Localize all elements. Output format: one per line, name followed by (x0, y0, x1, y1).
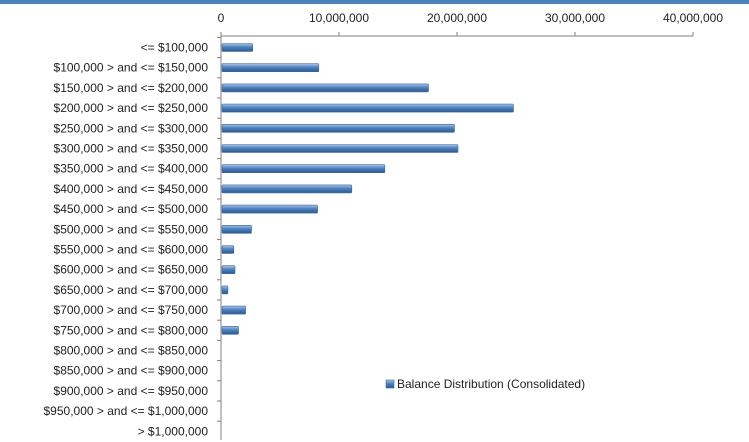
category-label: $450,000 > and <= $500,000 (54, 202, 209, 216)
x-tick-label: 0 (218, 11, 225, 25)
category-label: $150,000 > and <= $200,000 (54, 81, 209, 95)
bar (221, 164, 386, 173)
bar (221, 325, 239, 335)
category-label: > $1,000,000 (138, 424, 209, 438)
x-tick-label: 30,000,000 (545, 11, 605, 25)
category-label: $550,000 > and <= $600,000 (54, 243, 209, 257)
category-label: $650,000 > and <= $700,000 (54, 283, 209, 297)
category-label: $400,000 > and <= $450,000 (54, 182, 209, 196)
category-label: $900,000 > and <= $950,000 (54, 384, 209, 398)
x-tick-label: 40,000,000 (663, 11, 723, 25)
bar (221, 285, 229, 295)
bar (221, 305, 246, 315)
bar (221, 43, 253, 52)
bar (221, 144, 459, 153)
category-label: $600,000 > and <= $650,000 (54, 263, 209, 277)
category-label: $850,000 > and <= $900,000 (54, 364, 209, 378)
bar (221, 184, 353, 194)
category-label: $200,000 > and <= $250,000 (54, 101, 209, 115)
bar (221, 265, 236, 275)
category-label: $100,000 > and <= $150,000 (54, 61, 209, 75)
category-label: $700,000 > and <= $750,000 (54, 303, 209, 317)
category-label: $950,000 > and <= $1,000,000 (44, 404, 209, 418)
x-tick-label: 10,000,000 (309, 11, 369, 25)
category-label: $750,000 > and <= $800,000 (54, 323, 209, 337)
bar (221, 103, 514, 113)
top-accent-strip (0, 0, 749, 4)
category-label: $500,000 > and <= $550,000 (54, 222, 209, 236)
bar (221, 225, 252, 234)
bar (221, 124, 455, 133)
legend-swatch (385, 379, 395, 389)
bar (221, 63, 320, 73)
bar (221, 245, 235, 254)
category-label: $250,000 > and <= $300,000 (54, 121, 209, 135)
x-tick-label: 20,000,000 (427, 11, 487, 25)
category-label: $300,000 > and <= $350,000 (54, 142, 209, 156)
bar (221, 83, 429, 93)
category-label: $350,000 > and <= $400,000 (54, 162, 209, 176)
bar (221, 204, 318, 214)
category-label: <= $100,000 (141, 41, 209, 55)
category-label: $800,000 > and <= $850,000 (54, 344, 209, 358)
legend-label: Balance Distribution (Consolidated) (397, 377, 585, 391)
